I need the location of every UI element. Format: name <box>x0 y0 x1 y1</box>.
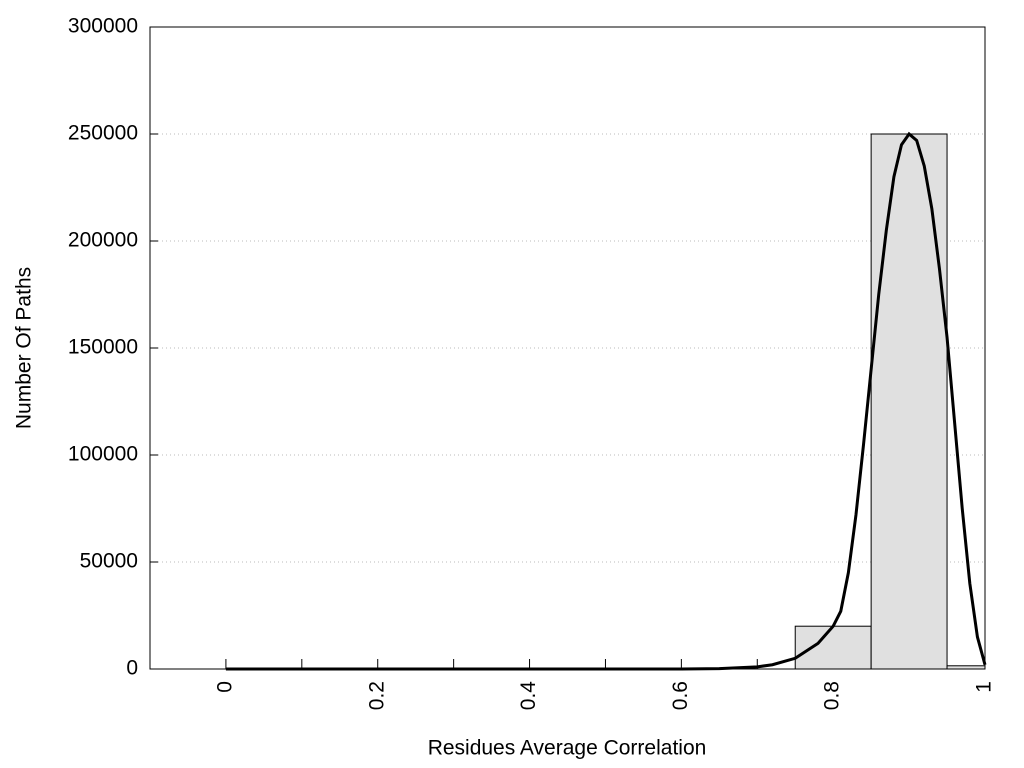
y-axis-label: Number Of Paths <box>13 267 36 429</box>
x-tick-label: 0.6 <box>669 681 692 710</box>
y-tick-label: 0 <box>126 657 138 680</box>
x-tick-label: 0 <box>213 681 236 693</box>
y-tick-label: 100000 <box>68 443 138 466</box>
y-tick-label: 150000 <box>68 336 138 359</box>
y-tick-label: 50000 <box>80 550 138 573</box>
bar <box>870 133 948 670</box>
y-tick-label: 250000 <box>68 122 138 145</box>
bar <box>794 625 872 670</box>
x-tick-label: 1 <box>973 681 996 693</box>
x-tick-label: 0.4 <box>517 681 540 711</box>
plot-frame <box>149 26 986 670</box>
y-tick-label: 200000 <box>68 229 138 252</box>
y-tick-label: 300000 <box>68 15 138 38</box>
x-tick-label: 0.8 <box>821 681 844 710</box>
x-tick-label: 0.2 <box>365 681 388 710</box>
x-axis-label: Residues Average Correlation <box>428 737 707 760</box>
